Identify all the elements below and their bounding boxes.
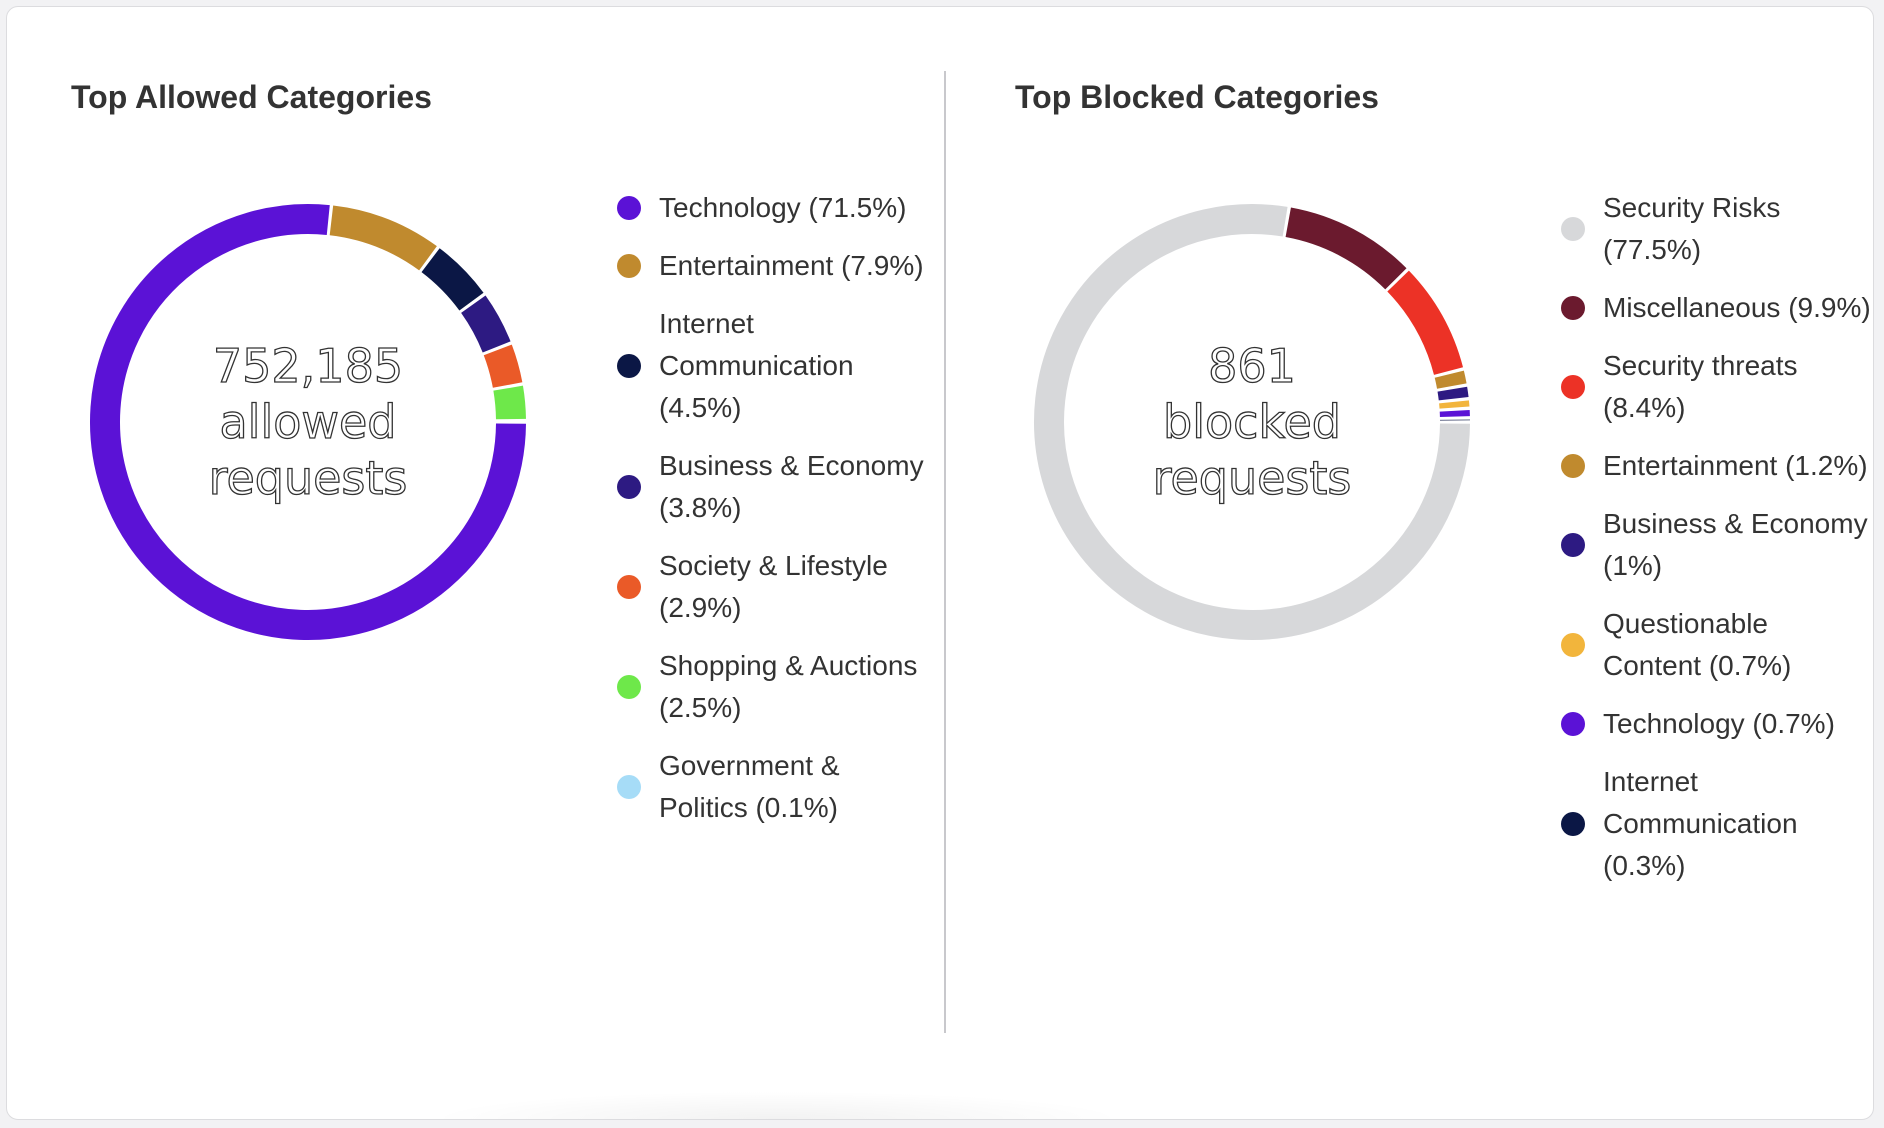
slice-shopping-auctions[interactable] (493, 385, 526, 420)
bottom-shadow (427, 1091, 1127, 1119)
legend-item[interactable]: Business & Economy (3.8%) (617, 445, 937, 529)
slice-entertainment[interactable] (329, 205, 437, 271)
legend-label: Entertainment (7.9%) (659, 250, 924, 281)
legend-label: Miscellaneous (9.9%) (1603, 292, 1871, 323)
legend-dot-icon (1561, 812, 1585, 836)
legend-label: Technology (71.5%) (659, 192, 907, 223)
legend-dot-icon (1561, 454, 1585, 478)
legend-item[interactable]: Security threats (8.4%) (1561, 345, 1881, 429)
legend-dot-icon (617, 575, 641, 599)
panel-divider (944, 71, 946, 1033)
legend-label: Shopping & Auctions (2.5%) (659, 650, 918, 723)
slice-security-risks[interactable] (1034, 204, 1470, 640)
legend-item[interactable]: Entertainment (7.9%) (617, 245, 937, 287)
legend-item[interactable]: Technology (71.5%) (617, 187, 937, 229)
slice-business-economy[interactable] (460, 295, 511, 353)
legend-dot-icon (617, 354, 641, 378)
legend-dot-icon (1561, 217, 1585, 241)
legend-item[interactable]: Technology (0.7%) (1561, 703, 1881, 745)
slice-internet-communication[interactable] (421, 248, 484, 311)
blocked-legend: Security Risks (77.5%) Miscellaneous (9.… (1561, 187, 1881, 903)
legend-item[interactable]: Government & Politics (0.1%) (617, 745, 937, 829)
legend-item[interactable]: Internet Communication (4.5%) (617, 303, 937, 429)
legend-item[interactable]: Security Risks (77.5%) (1561, 187, 1881, 271)
legend-label: Technology (0.7%) (1603, 708, 1835, 739)
legend-item[interactable]: Internet Communication (0.3%) (1561, 761, 1881, 887)
allowed-chart-title: Top Allowed Categories (71, 79, 432, 115)
legend-item[interactable]: Miscellaneous (9.9%) (1561, 287, 1881, 329)
dashboard-card: Top Allowed Categories 752,185 allowed r… (6, 6, 1874, 1120)
legend-label: Business & Economy (1%) (1603, 508, 1868, 581)
allowed-donut-chart (90, 204, 526, 640)
legend-label: Internet Communication (0.3%) (1603, 766, 1798, 881)
slice-business-economy[interactable] (1437, 386, 1469, 401)
slice-society-lifestyle[interactable] (483, 344, 523, 389)
legend-dot-icon (617, 775, 641, 799)
legend-dot-icon (617, 475, 641, 499)
legend-label: Society & Lifestyle (2.9%) (659, 550, 888, 623)
legend-dot-icon (617, 254, 641, 278)
legend-dot-icon (1561, 296, 1585, 320)
legend-label: Security threats (8.4%) (1603, 350, 1798, 423)
legend-label: Questionable Content (0.7%) (1603, 608, 1792, 681)
slice-technology[interactable] (90, 204, 526, 640)
legend-dot-icon (1561, 712, 1585, 736)
slice-security-threats[interactable] (1387, 270, 1464, 376)
legend-label: Entertainment (1.2%) (1603, 450, 1868, 481)
legend-dot-icon (1561, 375, 1585, 399)
legend-item[interactable]: Entertainment (1.2%) (1561, 445, 1881, 487)
legend-label: Security Risks (77.5%) (1603, 192, 1781, 265)
legend-dot-icon (617, 675, 641, 699)
legend-dot-icon (617, 196, 641, 220)
legend-label: Government & Politics (0.1%) (659, 750, 840, 823)
legend-item[interactable]: Business & Economy (1%) (1561, 503, 1881, 587)
legend-dot-icon (1561, 633, 1585, 657)
legend-item[interactable]: Shopping & Auctions (2.5%) (617, 645, 937, 729)
allowed-categories-panel: Top Allowed Categories 752,185 allowed r… (7, 7, 951, 1119)
legend-item[interactable]: Questionable Content (0.7%) (1561, 603, 1881, 687)
allowed-legend: Technology (71.5%) Entertainment (7.9%) … (617, 187, 937, 845)
blocked-donut-chart (1034, 204, 1470, 640)
legend-dot-icon (1561, 533, 1585, 557)
slice-miscellaneous[interactable] (1285, 207, 1407, 290)
legend-label: Internet Communication (4.5%) (659, 308, 854, 423)
legend-label: Business & Economy (3.8%) (659, 450, 924, 523)
blocked-chart-title: Top Blocked Categories (1015, 79, 1379, 115)
slice-entertainment[interactable] (1434, 370, 1467, 389)
blocked-categories-panel: Top Blocked Categories 861 blocked reque… (951, 7, 1873, 1119)
legend-item[interactable]: Society & Lifestyle (2.9%) (617, 545, 937, 629)
